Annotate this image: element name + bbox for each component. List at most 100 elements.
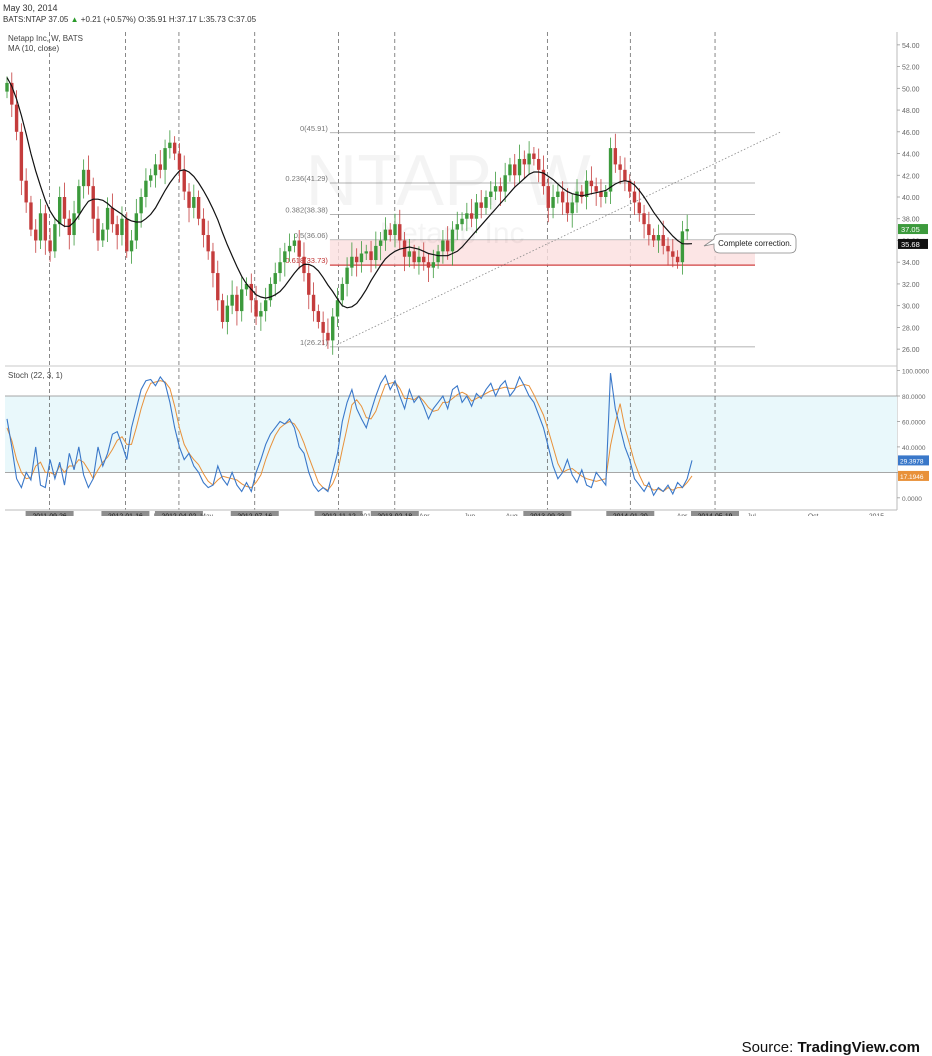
candle-body bbox=[326, 332, 330, 341]
candle-body bbox=[43, 213, 48, 241]
candle-body bbox=[474, 202, 479, 219]
candle-body bbox=[335, 300, 340, 317]
stoch-y-tick-label: 60.0000 bbox=[902, 419, 926, 426]
candle-body bbox=[62, 197, 67, 219]
candle-body bbox=[608, 148, 613, 192]
source-credit: Source: TradingView.com bbox=[742, 1039, 920, 1056]
y-tick-label: 26.00 bbox=[902, 347, 920, 354]
stoch-k-line bbox=[6, 373, 693, 497]
candle-body bbox=[268, 283, 273, 301]
annotation-callout: Complete correction. bbox=[703, 233, 797, 254]
candle-body bbox=[10, 82, 14, 105]
candle-body bbox=[38, 213, 43, 241]
candle-body bbox=[508, 164, 512, 176]
candle-body bbox=[57, 197, 62, 225]
y-tick-label: 40.00 bbox=[902, 195, 920, 202]
x-label-box bbox=[25, 511, 74, 520]
price-pane-bg bbox=[5, 33, 897, 366]
candle-body bbox=[479, 202, 483, 208]
candle-body bbox=[656, 235, 661, 241]
candle-body bbox=[407, 251, 412, 257]
candle-body bbox=[637, 202, 641, 214]
candle-body bbox=[450, 229, 455, 252]
candle-body bbox=[517, 158, 522, 176]
header-change: +0.21 (+0.57%) bbox=[80, 15, 136, 24]
candle-body bbox=[560, 191, 565, 203]
y-tick-label: 46.00 bbox=[902, 130, 920, 137]
candle-body bbox=[628, 180, 632, 192]
candle-body bbox=[675, 256, 680, 263]
candle-body bbox=[331, 316, 335, 341]
candle-body bbox=[163, 148, 167, 170]
candle-body bbox=[149, 175, 153, 181]
candle-body bbox=[584, 180, 589, 197]
candle-body bbox=[546, 186, 550, 208]
y-tick-label: 50.00 bbox=[902, 86, 920, 93]
candle-body bbox=[254, 300, 258, 317]
candle-body bbox=[211, 251, 215, 274]
candle-body bbox=[350, 256, 354, 268]
x-label-box bbox=[370, 511, 419, 520]
candle-body bbox=[671, 251, 675, 257]
stoch-d-tag bbox=[898, 470, 929, 481]
candle-body bbox=[244, 283, 249, 290]
candle-body bbox=[465, 213, 469, 219]
candle-body bbox=[96, 218, 100, 241]
candle-body bbox=[311, 294, 316, 312]
fib-level-label: 0.236(41.29) bbox=[285, 174, 328, 183]
up-arrow-icon: ▲ bbox=[70, 15, 79, 24]
ma-line bbox=[6, 77, 693, 309]
candle-body bbox=[158, 164, 162, 170]
candle-body bbox=[206, 235, 210, 252]
candle-body bbox=[570, 202, 574, 214]
source-brand: TradingView.com bbox=[797, 1039, 920, 1056]
candle-body bbox=[29, 202, 33, 230]
candle-body bbox=[642, 213, 646, 225]
candle-body bbox=[594, 186, 598, 192]
candle-body bbox=[273, 273, 277, 284]
y-tick-label: 48.00 bbox=[902, 108, 920, 115]
ma-indicator-label: MA (10, close) bbox=[8, 44, 59, 53]
candle-body bbox=[115, 224, 119, 236]
candle-body bbox=[139, 197, 143, 214]
candle-body bbox=[259, 311, 263, 317]
price-pane-title: Netapp Inc, W, BATS bbox=[8, 34, 83, 43]
x-label-box bbox=[691, 511, 740, 520]
candle-body bbox=[172, 142, 177, 154]
candle-body bbox=[283, 251, 287, 263]
candle-body bbox=[120, 218, 124, 236]
trendline bbox=[336, 131, 782, 346]
candle-body bbox=[182, 169, 186, 192]
candle-body bbox=[345, 267, 349, 284]
candle-body bbox=[369, 251, 373, 261]
candle-body bbox=[216, 273, 220, 301]
fib-level-label: 0.382(38.38) bbox=[285, 206, 328, 215]
last-price-tag bbox=[898, 224, 928, 235]
candle-body bbox=[321, 321, 325, 333]
candle-body bbox=[153, 164, 158, 176]
candle-body bbox=[556, 191, 560, 197]
callout-text: Complete correction. bbox=[718, 239, 792, 248]
candle-body bbox=[388, 229, 392, 236]
candle-body bbox=[278, 262, 282, 274]
candle-body bbox=[201, 218, 206, 236]
source-prefix: Source: bbox=[741, 1039, 798, 1056]
candle-body bbox=[426, 262, 431, 268]
stoch-pane-title: Stoch (22, 3, 1) bbox=[8, 371, 63, 380]
y-tick-label: 38.00 bbox=[902, 217, 920, 224]
candle-body bbox=[383, 229, 388, 241]
candle-body bbox=[498, 186, 503, 192]
ma-value-tag bbox=[898, 238, 928, 249]
candle-body bbox=[393, 224, 397, 236]
candle-body bbox=[589, 180, 594, 187]
header-date: May 30, 2014 bbox=[3, 3, 58, 13]
candle-body bbox=[632, 191, 637, 203]
stoch-band bbox=[5, 396, 897, 473]
candle-body bbox=[422, 256, 426, 263]
candle-body bbox=[623, 169, 627, 181]
stoch-vertical-gridlines bbox=[49, 368, 716, 510]
candle-body bbox=[527, 153, 531, 165]
candle-body bbox=[647, 224, 651, 236]
candle-body bbox=[565, 202, 570, 214]
candle-body bbox=[513, 164, 517, 176]
